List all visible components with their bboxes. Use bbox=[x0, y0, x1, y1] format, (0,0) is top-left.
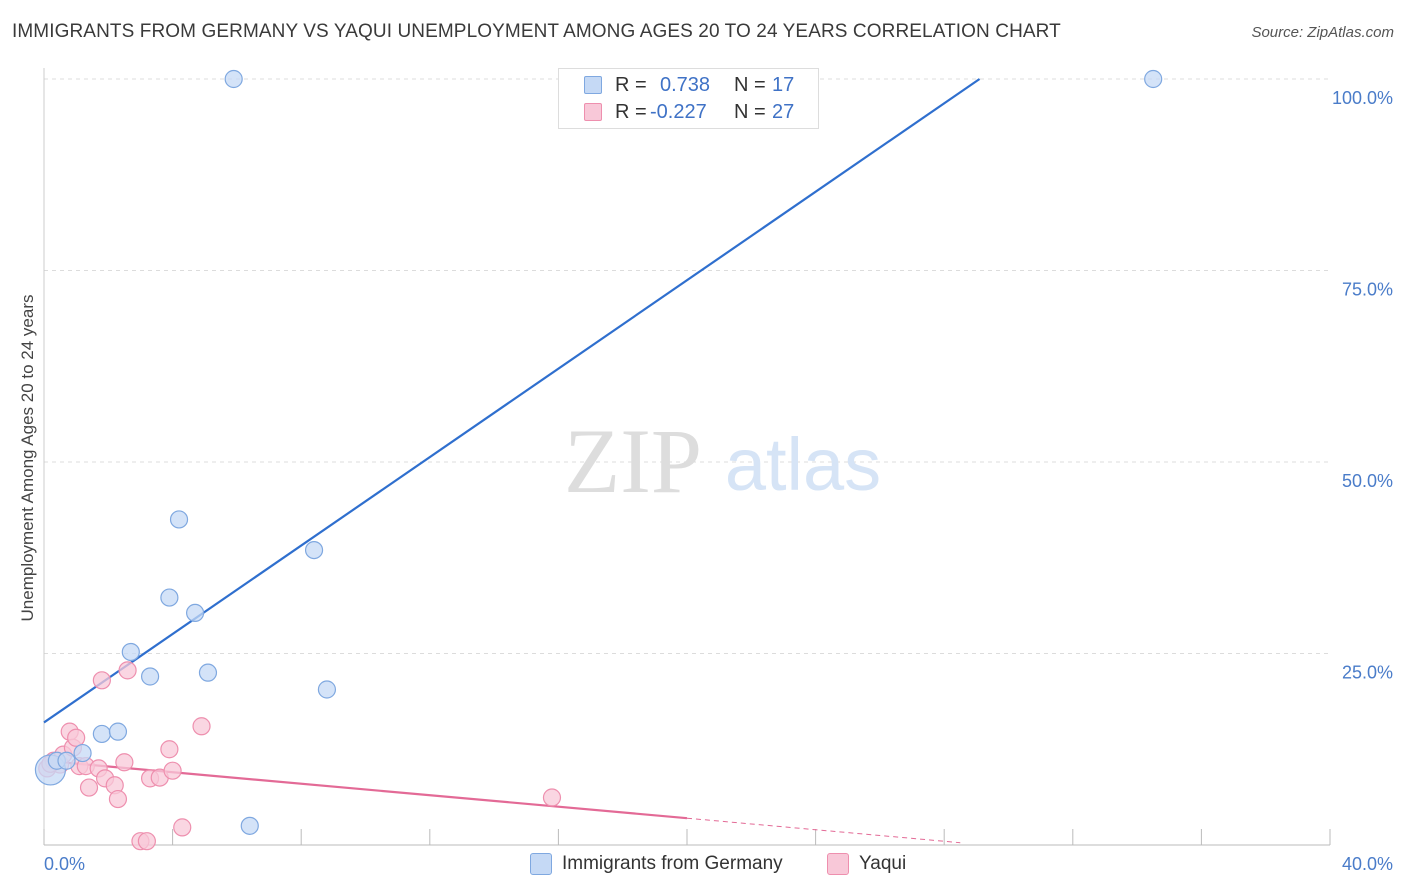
yaqui-point-24 bbox=[192, 717, 211, 736]
germany-point-10 bbox=[186, 603, 205, 623]
y-tick-label-2: 75.0% bbox=[1342, 280, 1393, 300]
legend-swatch-germany bbox=[584, 76, 602, 94]
yaqui-point-23 bbox=[173, 818, 192, 837]
chart-title: IMMIGRANTS FROM GERMANY VS YAQUI UNEMPLO… bbox=[12, 21, 1061, 42]
correlation-legend: R = 0.738 N = 17 R = -0.227 N = 27 bbox=[558, 68, 819, 129]
trend-line-germany bbox=[43, 78, 981, 724]
germany-point-8 bbox=[160, 588, 179, 607]
legend-n-value-yaqui: 27 bbox=[772, 101, 795, 123]
germany-point-13 bbox=[240, 816, 259, 835]
legend-n-label-germany: N = bbox=[734, 74, 766, 96]
watermark-atlas: atlas bbox=[725, 423, 881, 506]
bottom-legend-swatch-germany bbox=[530, 853, 552, 875]
source-label: Source: ZipAtlas.com bbox=[1251, 24, 1394, 41]
yaqui-point-25 bbox=[542, 788, 562, 807]
x-tick-label-max: 40.0% bbox=[1342, 854, 1393, 874]
legend-r-label-germany: R = bbox=[615, 74, 647, 96]
trend-line-yaqui-extension bbox=[686, 817, 961, 844]
tick-labels: 25.0% 50.0% 75.0% 100.0% 0.0% 40.0% bbox=[44, 88, 1393, 874]
yaqui-point-11 bbox=[92, 671, 111, 690]
yaqui-point-16 bbox=[118, 661, 137, 680]
yaqui-point-22 bbox=[163, 761, 182, 780]
y-tick-label-1: 50.0% bbox=[1342, 471, 1393, 491]
legend-n-value-germany: 17 bbox=[772, 74, 795, 96]
y-tick-label-0: 25.0% bbox=[1342, 663, 1393, 683]
bottom-legend-swatch-yaqui bbox=[827, 853, 849, 875]
legend-n-label-yaqui: N = bbox=[734, 101, 766, 123]
points-germany bbox=[34, 69, 1163, 835]
x-axis bbox=[43, 68, 1331, 846]
germany-point-2 bbox=[57, 751, 76, 770]
germany-point-14 bbox=[304, 540, 324, 560]
germany-point-7 bbox=[140, 667, 160, 686]
germany-point-15 bbox=[317, 680, 337, 699]
germany-point-3 bbox=[73, 743, 92, 763]
germany-point-6 bbox=[121, 642, 140, 662]
germany-point-12 bbox=[224, 69, 243, 89]
germany-point-4 bbox=[92, 724, 111, 744]
y-axis-label: Unemployment Among Ages 20 to 24 years bbox=[18, 294, 37, 622]
legend-r-label-yaqui: R = bbox=[615, 101, 647, 123]
germany-point-11 bbox=[198, 663, 218, 682]
germany-point-9 bbox=[169, 510, 189, 529]
bottom-legend-label-yaqui: Yaqui bbox=[859, 853, 907, 874]
trend-line-yaqui bbox=[43, 759, 688, 820]
bottom-legend-label-germany: Immigrants from Germany bbox=[562, 853, 783, 874]
watermark: ZIP atlas bbox=[564, 410, 881, 512]
yaqui-point-15 bbox=[115, 753, 134, 772]
yaqui-point-9 bbox=[79, 778, 99, 797]
legend-r-value-yaqui: -0.227 bbox=[650, 101, 707, 123]
germany-point-16 bbox=[1144, 69, 1163, 89]
legend-r-value-germany: 0.738 bbox=[660, 74, 711, 96]
yaqui-point-21 bbox=[160, 740, 179, 759]
watermark-zip: ZIP bbox=[564, 410, 702, 512]
yaqui-point-6 bbox=[67, 728, 86, 747]
points-yaqui bbox=[38, 661, 562, 851]
y-tick-label-3: 100.0% bbox=[1332, 88, 1393, 108]
yaqui-point-18 bbox=[137, 832, 156, 851]
yaqui-point-14 bbox=[108, 789, 128, 809]
x-tick-label-min: 0.0% bbox=[44, 854, 85, 874]
germany-point-5 bbox=[108, 722, 128, 741]
grid-lines bbox=[44, 78, 1330, 654]
legend-swatch-yaqui bbox=[584, 103, 602, 121]
